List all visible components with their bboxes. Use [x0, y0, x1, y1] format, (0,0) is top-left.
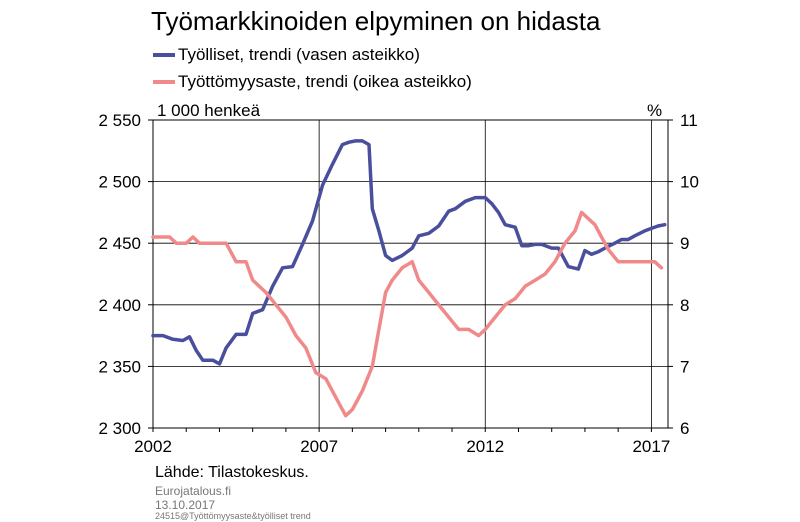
x-tick-label: 2002	[134, 437, 172, 456]
legend-label-unemployment: Työttömyysaste, trendi (oikea asteikko)	[178, 72, 472, 91]
legend-label-employed: Työlliset, trendi (vasen asteikko)	[178, 45, 420, 64]
footer-file: 24515@Työttömyysaste&työlliset trend	[155, 511, 311, 521]
right-tick-label: 10	[680, 173, 699, 192]
right-tick-label: 11	[680, 111, 698, 130]
legend-item-unemployment: Työttömyysaste, trendi (oikea asteikko)	[153, 72, 472, 92]
right-tick-label: 8	[680, 296, 689, 315]
footer-date: 13.10.2017	[155, 498, 216, 512]
left-tick-label: 2 400	[98, 296, 141, 315]
left-tick-label: 2 550	[98, 111, 141, 130]
left-axis-unit: 1 000 henkeä	[157, 101, 261, 120]
footer-site: Eurojatalous.fi	[155, 484, 232, 498]
right-tick-label: 7	[680, 357, 689, 376]
x-tick-label: 2007	[300, 437, 338, 456]
legend-swatch-unemployment	[153, 80, 175, 84]
x-tick-label: 2017	[632, 437, 670, 456]
plot-frame	[152, 119, 669, 429]
left-tick-label: 2 500	[98, 173, 141, 192]
legend-item-employed: Työlliset, trendi (vasen asteikko)	[153, 45, 420, 65]
left-tick-label: 2 450	[98, 234, 141, 253]
x-tick-label: 2012	[466, 437, 504, 456]
source-note: Lähde: Tilastokeskus.	[155, 464, 309, 481]
legend-swatch-employed	[153, 53, 175, 57]
left-tick-label: 2 300	[98, 419, 141, 438]
right-tick-label: 9	[680, 234, 689, 253]
right-tick-label: 6	[680, 419, 689, 438]
chart-title: Työmarkkinoiden elpyminen on hidasta	[151, 6, 601, 36]
series-line-unemployment	[151, 210, 664, 418]
right-axis-unit: %	[647, 101, 663, 120]
left-tick-label: 2 350	[98, 357, 141, 376]
series-line-employed	[151, 139, 667, 366]
